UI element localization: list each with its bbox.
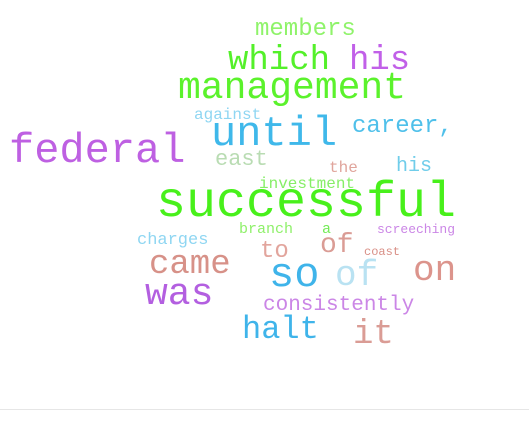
- cloud-word: halt: [242, 311, 319, 348]
- cloud-word: screeching: [377, 222, 456, 237]
- cloud-word: management: [178, 67, 407, 110]
- cloud-word: which: [228, 42, 331, 80]
- cloud-word: was: [145, 273, 214, 316]
- cloud-word: coast: [364, 245, 401, 259]
- cloud-word: consistently: [263, 294, 415, 317]
- cloud-word: members: [255, 16, 356, 43]
- cloud-word: branch: [239, 221, 294, 238]
- cloud-word: on: [413, 250, 457, 291]
- divider-line: [0, 409, 529, 410]
- cloud-word: a: [322, 221, 332, 238]
- cloud-word: investment: [259, 175, 356, 193]
- cloud-word: until: [211, 110, 338, 158]
- cloud-word: it: [353, 316, 394, 354]
- cloud-word: federal: [9, 127, 186, 175]
- cloud-word: the: [329, 159, 358, 177]
- cloud-word: of: [320, 230, 354, 261]
- cloud-word: his: [349, 42, 411, 80]
- cloud-word: so: [269, 251, 320, 299]
- cloud-word: his: [396, 155, 433, 178]
- cloud-word: came: [149, 246, 231, 284]
- cloud-word: east: [215, 147, 268, 172]
- cloud-word: career,: [352, 113, 453, 140]
- cloud-word: successful: [156, 175, 457, 232]
- cloud-word: to: [260, 238, 289, 265]
- cloud-word: of: [335, 255, 379, 296]
- cloud-word: against: [194, 106, 262, 124]
- cloud-word: charges: [137, 231, 209, 250]
